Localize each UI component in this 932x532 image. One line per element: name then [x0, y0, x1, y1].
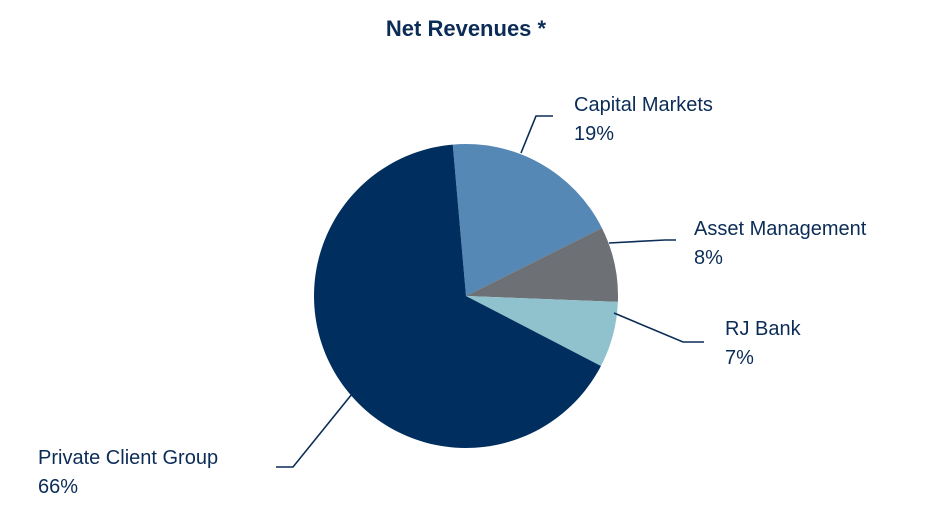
- slice-value-private-client-group: 66%: [38, 476, 78, 498]
- chart-title: Net Revenues *: [385, 16, 547, 41]
- leader-line-private-client-group: [276, 393, 353, 468]
- slice-value-asset-management: 8%: [694, 247, 723, 269]
- slice-private-client-group: [314, 144, 601, 449]
- slice-label-private-client-group: Private Client Group: [38, 447, 218, 469]
- leader-lines: [276, 115, 704, 468]
- slice-label-capital-markets: Capital Markets: [574, 94, 713, 116]
- slice-rj-bank: [466, 296, 618, 366]
- slice-label-asset-management: Asset Management: [694, 218, 867, 240]
- slice-labels: Capital Markets 19% Asset Management 8% RJ B…: [38, 94, 867, 498]
- slice-value-rj-bank: 7%: [725, 347, 754, 369]
- slice-label-rj-bank: RJ Bank: [725, 318, 802, 340]
- slice-capital-markets: [452, 144, 602, 296]
- leader-line-asset-management: [608, 239, 676, 244]
- pie-slices: [314, 144, 619, 449]
- slice-asset-management: [466, 227, 619, 302]
- leader-line-rj-bank: [613, 312, 704, 343]
- leader-line-capital-markets: [520, 115, 553, 154]
- slice-value-capital-markets: 19%: [574, 123, 614, 145]
